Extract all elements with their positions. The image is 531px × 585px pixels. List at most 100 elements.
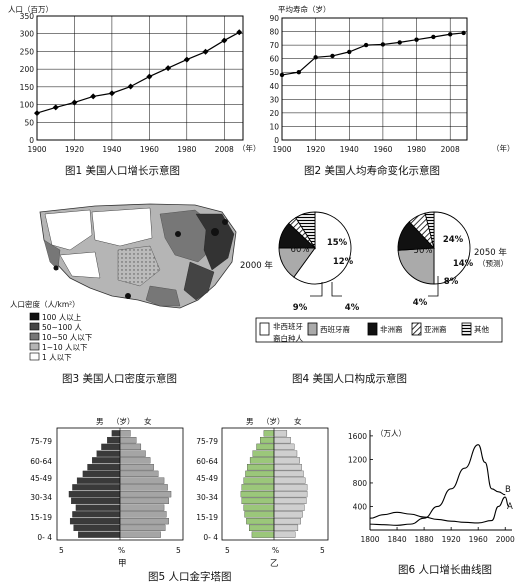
- fig5-age-label-jia: 60-64: [30, 457, 52, 466]
- fig6-y-tick-label: 1200: [348, 455, 367, 464]
- fig1-plot-frame: [36, 15, 244, 141]
- fig5-p2-female-bar: [273, 450, 298, 457]
- fig5-p1-female-bar: [119, 497, 169, 504]
- fig1-data-point: [71, 99, 78, 106]
- fig5-p1-male-bar: [82, 470, 121, 477]
- fig4-pie2-slice: [424, 211, 435, 249]
- fig5-p2-female-bar: [273, 490, 308, 498]
- fig2-series-line: [281, 32, 464, 76]
- fig2-data-point: [414, 37, 419, 42]
- fig2-data-point: [431, 34, 436, 40]
- fig1-data-point: [165, 65, 172, 72]
- fig4-pie1-slice: [295, 211, 316, 250]
- fig5-p1-male-bar: [76, 477, 121, 484]
- fig4-pie1-slice: [293, 211, 352, 285]
- fig4-pie1-value-label: 60%: [291, 245, 310, 255]
- fig5-axis-right-jia: 5: [176, 546, 181, 555]
- fig4-pie2-value-label: 4%: [413, 298, 428, 308]
- fig5-p2-male-bar: [263, 430, 275, 437]
- fig2-data-point: [397, 40, 402, 45]
- fig1-x-tick-label: 2008: [215, 145, 234, 154]
- fig4-pie1-value-label: 4%: [345, 303, 360, 313]
- fig2-x-tick-label: 2008: [441, 145, 460, 154]
- fig6-x-tick-label: 1880: [415, 535, 434, 544]
- fig6-caption: 图6 人口增长曲线图: [398, 563, 492, 576]
- fig1-data-point: [90, 93, 97, 100]
- fig2-data-point: [279, 72, 285, 78]
- fig5-p1-female-bar: [119, 457, 151, 464]
- fig1-population-growth-chart: 人口（百万） 0 50 100 150 200 250 300 350 1900 1920 194…: [8, 5, 261, 177]
- fig5-age-label-yi: 45-49: [196, 474, 218, 483]
- fig4-legend-label: 西班牙裔: [320, 324, 350, 334]
- fig5-p2-male-bar: [243, 477, 275, 484]
- fig5-name-yi: 乙: [270, 559, 279, 569]
- fig2-y-ticks: 0 10 20 30 40 50 60 70 80 90: [269, 14, 279, 145]
- fig5-p1-female-bar: [119, 450, 146, 457]
- fig1-data-point: [183, 56, 190, 63]
- fig5-p2-male-bar: [243, 504, 275, 511]
- fig5-p2-female-bar: [273, 457, 300, 464]
- fig5-age-label-yi: 15-19: [196, 513, 218, 522]
- fig5-p1-female-bar: [119, 443, 142, 450]
- fig4-legend-label: 非洲裔: [380, 324, 403, 334]
- fig5-p1-male-bar: [92, 457, 121, 464]
- fig4-pie2-slice: [433, 211, 471, 285]
- fig5-p2-male-bar: [241, 497, 275, 504]
- fig1-y-tick-label: 350: [20, 12, 35, 21]
- fig1-data-point: [221, 37, 228, 44]
- fig5-p1-male-bar: [107, 436, 121, 444]
- fig5-header-female-jia: 女: [144, 416, 152, 426]
- fig1-data-point: [34, 110, 40, 117]
- fig3-legend-swatch: [29, 352, 40, 361]
- fig1-data-point: [127, 83, 134, 90]
- fig5-p1-male-bar: [69, 518, 121, 525]
- fig2-x-tick-label: 1900: [272, 145, 291, 154]
- fig2-data-point: [461, 30, 466, 36]
- fig1-x-tick-label: 1980: [177, 145, 196, 154]
- fig4-pie2-value-label: 24%: [443, 235, 464, 245]
- fig1-x-tick-label: 1920: [65, 145, 84, 154]
- fig5-p2-female-bar: [273, 430, 288, 437]
- fig2-x-tick-label: 1920: [306, 145, 325, 154]
- fig5-p1-female-bar: [119, 511, 167, 518]
- fig5-p2-male-bar: [247, 463, 275, 471]
- fig3-legend-label: 50~100 人: [42, 323, 83, 332]
- fig4-pie1-value-label: 9%: [293, 303, 308, 313]
- fig2-x-ticks: 1900 1920 1940 1960 1980 2008: [272, 145, 459, 154]
- fig4-legend-swatch: [411, 322, 422, 336]
- fig2-data-point: [363, 42, 369, 48]
- fig2-y-tick-label: 0: [274, 136, 279, 145]
- fig5-p2-male-bar: [260, 436, 275, 444]
- fig2-data-point: [313, 55, 318, 60]
- fig1-y-tick-label: 200: [20, 65, 35, 74]
- fig5-p1-male-bar: [72, 511, 121, 518]
- fig4-pie1-value-label: 15%: [327, 238, 348, 248]
- fig5-age-label-jia: 45-49: [30, 474, 52, 483]
- fig5-axis-left-yi: 5: [225, 546, 230, 555]
- fig5-p1-male-bar: [96, 450, 121, 457]
- fig5-p2-female-bar: [273, 511, 303, 518]
- fig5-p2-male-bar: [252, 450, 275, 457]
- fig6-series-label-b: B: [505, 485, 511, 495]
- fig5-p2-male-bar: [241, 484, 275, 491]
- fig1-y-tick-label: 300: [20, 30, 35, 39]
- fig5-p1-male-bar: [101, 443, 121, 450]
- fig5-p1-female-bar: [119, 463, 154, 471]
- fig5-p2-male-bar: [246, 518, 275, 525]
- fig1-y-ticks: 0 50 100 150 200 250 300 350: [20, 12, 35, 145]
- fig1-y-tick-label: 150: [20, 83, 35, 92]
- fig4-pie2-slice: [397, 247, 435, 285]
- fig1-data-point: [146, 73, 153, 80]
- fig5-age-label-yi: 0- 4: [203, 533, 218, 542]
- fig4-legend-label: 亚洲裔: [424, 324, 447, 334]
- fig4-legend-swatch: [259, 322, 270, 336]
- fig5-p2-female-bar: [273, 524, 299, 532]
- fig1-x-ticks: 1900 1920 1940 1960 1980 2008: [27, 145, 234, 154]
- fig4-pie-2050: 50% 24% 14% 8% 4%: [397, 211, 474, 308]
- fig4-leader-lines: [310, 276, 439, 297]
- fig6-x-tick-label: 1840: [388, 535, 407, 544]
- fig5-p2-male-bar: [249, 457, 275, 464]
- fig2-y-tick-label: 80: [269, 28, 279, 37]
- fig6-x-tick-label: 1960: [469, 535, 488, 544]
- fig5-p1-female-bar: [119, 436, 137, 444]
